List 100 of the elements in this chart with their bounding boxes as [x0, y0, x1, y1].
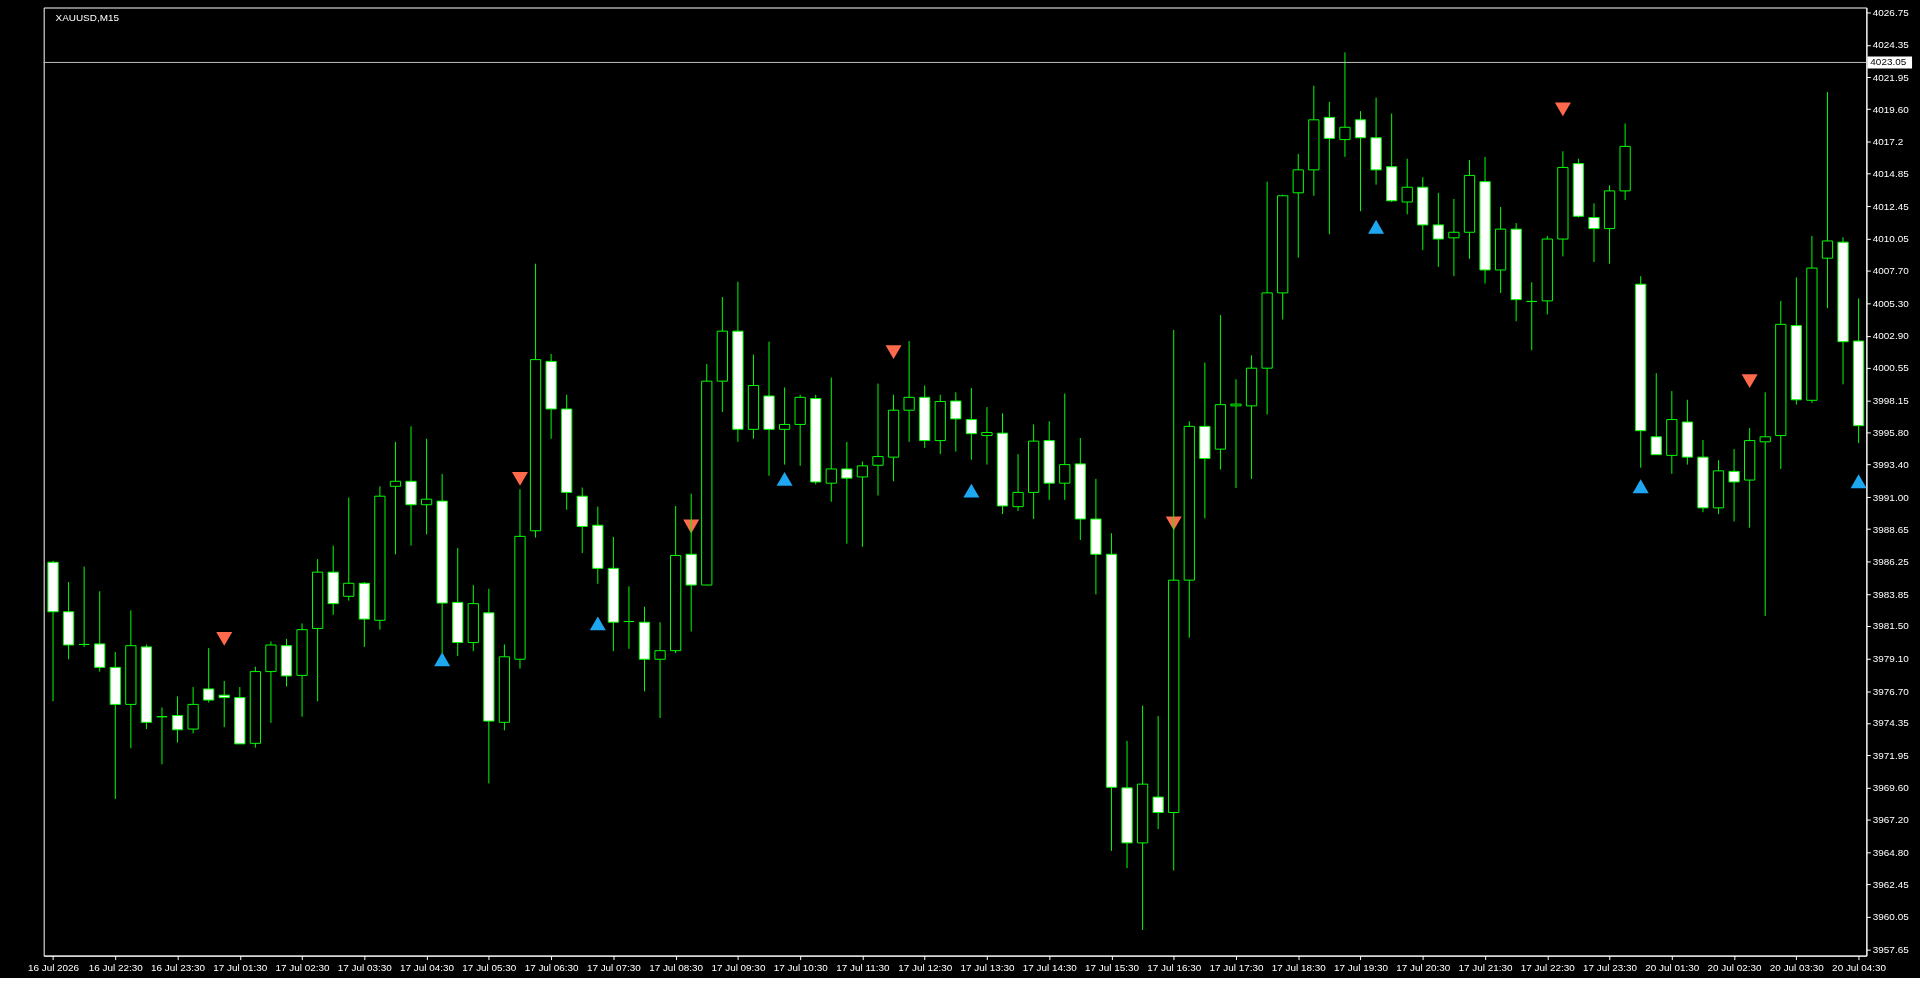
candlestick	[1401, 158, 1413, 215]
y-tick-label: 4002.90	[1872, 330, 1910, 342]
x-tick-label: 17 Jul 15:30	[1084, 961, 1140, 973]
x-tick-label: 17 Jul 14:30	[1022, 961, 1078, 973]
candlestick	[218, 680, 230, 728]
x-tick-label: 20 Jul 03:30	[1769, 961, 1825, 973]
y-tick-label: 4007.70	[1872, 265, 1910, 277]
y-tick-label: 3969.60	[1872, 781, 1910, 793]
x-tick-label: 17 Jul 22:30	[1520, 961, 1576, 973]
y-tick-label: 4010.05	[1872, 233, 1910, 245]
point	[1554, 102, 1571, 117]
candlestick	[1059, 393, 1071, 501]
x-tick-label: 17 Jul 05:30	[462, 961, 517, 973]
candlestick	[94, 590, 106, 673]
candlestick	[1448, 198, 1460, 277]
candlestick	[1728, 448, 1740, 522]
chart-title: XAUUSD,M15	[55, 12, 120, 24]
point	[1632, 479, 1649, 494]
candlestick	[856, 460, 869, 548]
x-tick-label: 16 Jul 22:30	[88, 961, 144, 973]
y-tick-label: 3991.00	[1872, 491, 1910, 503]
candlestick	[1292, 153, 1304, 259]
x-tick-label: 17 Jul 12:30	[898, 961, 953, 973]
x-tick-label: 17 Jul 13:30	[960, 961, 1015, 973]
candlestick	[1354, 110, 1367, 212]
candlestick	[1323, 101, 1336, 235]
y-tick-label: 4024.35	[1872, 39, 1910, 51]
y-tick-label: 3981.50	[1872, 620, 1910, 632]
candlestick	[405, 425, 417, 547]
y-tick-label: 3971.95	[1872, 750, 1910, 762]
x-tick-label: 17 Jul 02:30	[275, 961, 331, 973]
candlestick	[1821, 91, 1834, 309]
candlestick	[825, 377, 837, 503]
candlestick	[623, 585, 635, 650]
y-tick-label: 3967.20	[1872, 814, 1910, 826]
candlestick	[1339, 51, 1351, 158]
point	[1368, 219, 1385, 234]
x-tick-label: 17 Jul 07:30	[586, 961, 642, 973]
candlestick	[872, 383, 884, 497]
x-tick-label: 16 Jul 2026	[27, 961, 80, 973]
y-tick-label: 4012.45	[1872, 200, 1910, 212]
y-tick-label: 4019.60	[1872, 103, 1910, 115]
point	[434, 652, 451, 667]
candlestick	[1432, 192, 1444, 268]
candlestick	[1012, 453, 1024, 512]
y-tick-label: 3986.25	[1872, 556, 1910, 568]
candlestick	[1526, 281, 1538, 351]
y-tick-label: 3974.35	[1872, 717, 1910, 729]
x-tick-label: 17 Jul 16:30	[1147, 961, 1202, 973]
x-tick-label: 17 Jul 17:30	[1209, 961, 1264, 973]
candlestick	[343, 496, 355, 602]
x-tick-label: 17 Jul 18:30	[1271, 961, 1327, 973]
ref-line-label: 4023.05	[1870, 56, 1907, 68]
x-tick-label: 17 Jul 08:30	[649, 961, 704, 973]
point	[1741, 374, 1758, 389]
y-tick-label: 3983.85	[1872, 588, 1910, 600]
x-tick-label: 17 Jul 06:30	[524, 961, 580, 973]
y-tick-label: 3993.40	[1872, 459, 1910, 471]
candlestick	[778, 386, 791, 466]
x-tick-label: 17 Jul 01:30	[213, 961, 268, 973]
candlestick	[1759, 391, 1771, 617]
y-tick-label: 3962.45	[1872, 878, 1910, 890]
y-tick-label: 3960.05	[1872, 911, 1910, 923]
y-tick-label: 4000.55	[1872, 362, 1910, 374]
candlestick	[903, 340, 915, 443]
x-tick-label: 17 Jul 23:30	[1583, 961, 1638, 973]
candlestick	[78, 566, 90, 648]
x-tick-label: 17 Jul 10:30	[773, 961, 829, 973]
y-tick-label: 3979.10	[1872, 653, 1910, 665]
x-tick-label: 16 Jul 23:30	[151, 961, 206, 973]
candlestick	[965, 387, 978, 461]
y-tick-label: 3995.80	[1872, 426, 1910, 438]
y-tick-label: 3988.65	[1872, 523, 1910, 535]
point	[216, 631, 233, 646]
x-tick-label: 20 Jul 04:30	[1832, 961, 1887, 973]
point	[963, 483, 980, 498]
y-tick-label: 3964.80	[1872, 846, 1910, 858]
candlestick	[841, 441, 853, 545]
y-tick-label: 4026.75	[1872, 6, 1910, 18]
candlestick	[156, 707, 168, 765]
x-tick-label: 17 Jul 11:30	[836, 961, 891, 973]
x-tick-label: 17 Jul 03:30	[337, 961, 393, 973]
candlestick	[950, 391, 962, 453]
point	[776, 471, 793, 486]
candlestick	[981, 406, 993, 466]
y-tick-label: 3976.70	[1872, 685, 1910, 697]
candlestick	[389, 441, 402, 555]
point	[1850, 474, 1867, 489]
point	[589, 616, 606, 631]
y-tick-label: 3957.65	[1872, 943, 1910, 955]
x-tick-label: 17 Jul 04:30	[400, 961, 455, 973]
candlestick	[420, 438, 433, 535]
candlestick	[1588, 202, 1600, 263]
point	[885, 345, 902, 360]
x-tick-label: 20 Jul 02:30	[1707, 961, 1763, 973]
y-tick-label: 4021.95	[1872, 71, 1910, 83]
y-tick-label: 3998.15	[1872, 394, 1910, 406]
y-tick-label: 4017.2	[1872, 136, 1904, 148]
x-tick-label: 17 Jul 20:30	[1396, 961, 1451, 973]
y-tick-label: 4005.30	[1872, 297, 1910, 309]
